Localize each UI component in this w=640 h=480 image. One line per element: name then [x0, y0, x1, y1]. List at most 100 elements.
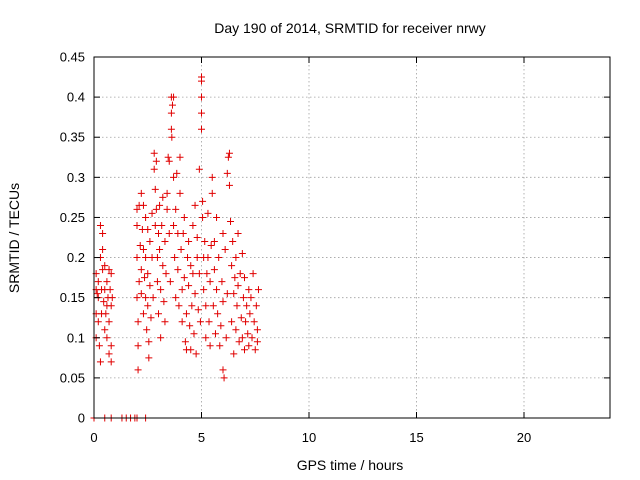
data-point	[195, 270, 203, 278]
data-point	[253, 326, 261, 334]
data-point	[175, 302, 183, 310]
data-point	[232, 254, 240, 262]
tick-labels: 0 0.05 0.1 0.15 0.2 0.25 0.3 0.35 0.4 0.45 0 5 10 15 2…	[60, 50, 532, 446]
data-point	[223, 169, 231, 177]
data-point	[105, 266, 113, 274]
data-point	[191, 290, 199, 298]
data-point	[235, 338, 243, 346]
data-point	[170, 173, 178, 181]
axis-ticks	[93, 56, 610, 419]
data-point	[184, 254, 192, 262]
data-point	[174, 266, 182, 274]
data-point	[144, 225, 152, 233]
data-point	[145, 354, 153, 362]
data-points	[90, 73, 262, 422]
data-point	[108, 294, 116, 302]
data-point	[172, 205, 180, 213]
data-point	[224, 153, 232, 161]
data-point	[145, 338, 153, 346]
data-point	[133, 221, 141, 229]
data-point	[107, 358, 115, 366]
data-point	[133, 205, 141, 213]
data-point	[246, 310, 254, 318]
data-point	[151, 185, 159, 193]
data-point	[220, 374, 228, 382]
data-point	[241, 346, 248, 354]
data-point	[194, 306, 202, 314]
data-point	[153, 278, 161, 286]
data-point	[214, 310, 222, 318]
data-point	[135, 278, 143, 286]
data-point	[206, 342, 214, 350]
y-tick-label: 0.35	[60, 130, 85, 145]
data-point	[144, 270, 152, 278]
data-point	[157, 334, 165, 342]
data-point	[173, 169, 181, 177]
data-point	[190, 330, 198, 338]
data-point	[234, 282, 242, 290]
data-point	[185, 238, 193, 246]
data-point	[180, 274, 188, 282]
data-point	[149, 294, 157, 302]
data-point	[161, 318, 169, 326]
data-point	[182, 310, 190, 318]
data-point	[171, 254, 179, 262]
data-point	[94, 278, 102, 286]
data-point	[157, 286, 165, 294]
x-axis-title: GPS time / hours	[297, 457, 404, 473]
data-point	[146, 282, 154, 290]
data-point	[203, 270, 211, 278]
data-point	[217, 322, 225, 330]
data-point	[101, 326, 109, 334]
data-point	[237, 314, 245, 322]
chart-title: Day 190 of 2014, SRMTID for receiver nrw…	[214, 20, 486, 36]
data-point	[144, 302, 152, 310]
data-point	[136, 242, 144, 250]
y-axis-title: SRMTID / TECUs	[6, 183, 22, 293]
data-point	[99, 229, 107, 237]
data-point	[238, 250, 246, 258]
data-point	[213, 213, 221, 221]
data-point	[252, 302, 260, 310]
data-point	[139, 246, 147, 254]
data-point	[247, 294, 255, 302]
data-point	[170, 221, 178, 229]
data-point	[105, 350, 113, 358]
data-point	[181, 338, 189, 346]
data-point	[151, 221, 159, 229]
data-point	[168, 101, 176, 109]
data-point	[223, 290, 231, 298]
data-point	[249, 270, 257, 278]
data-point	[163, 205, 171, 213]
data-point	[222, 334, 230, 342]
x-tick-label: 0	[90, 430, 97, 445]
data-point	[134, 318, 142, 326]
data-point	[204, 209, 212, 217]
y-tick-label: 0.4	[67, 90, 85, 105]
data-point	[218, 278, 226, 286]
data-point	[196, 318, 204, 326]
data-point	[94, 318, 102, 326]
data-point	[156, 201, 164, 209]
data-point	[199, 197, 207, 205]
data-point	[152, 157, 160, 165]
data-point	[189, 221, 197, 229]
data-point	[179, 229, 187, 237]
data-point	[176, 189, 184, 197]
data-point	[180, 213, 188, 221]
data-point	[254, 286, 262, 294]
data-point	[143, 326, 151, 334]
data-point	[229, 238, 237, 246]
data-point	[210, 238, 218, 246]
data-point	[213, 286, 221, 294]
data-point	[96, 221, 104, 229]
data-point	[155, 310, 162, 318]
data-point	[99, 266, 107, 274]
data-point	[187, 262, 195, 270]
data-point	[137, 266, 145, 274]
data-point	[219, 229, 227, 237]
data-point	[107, 270, 115, 278]
data-point	[200, 286, 208, 294]
data-point	[150, 165, 158, 173]
data-point	[251, 346, 259, 354]
